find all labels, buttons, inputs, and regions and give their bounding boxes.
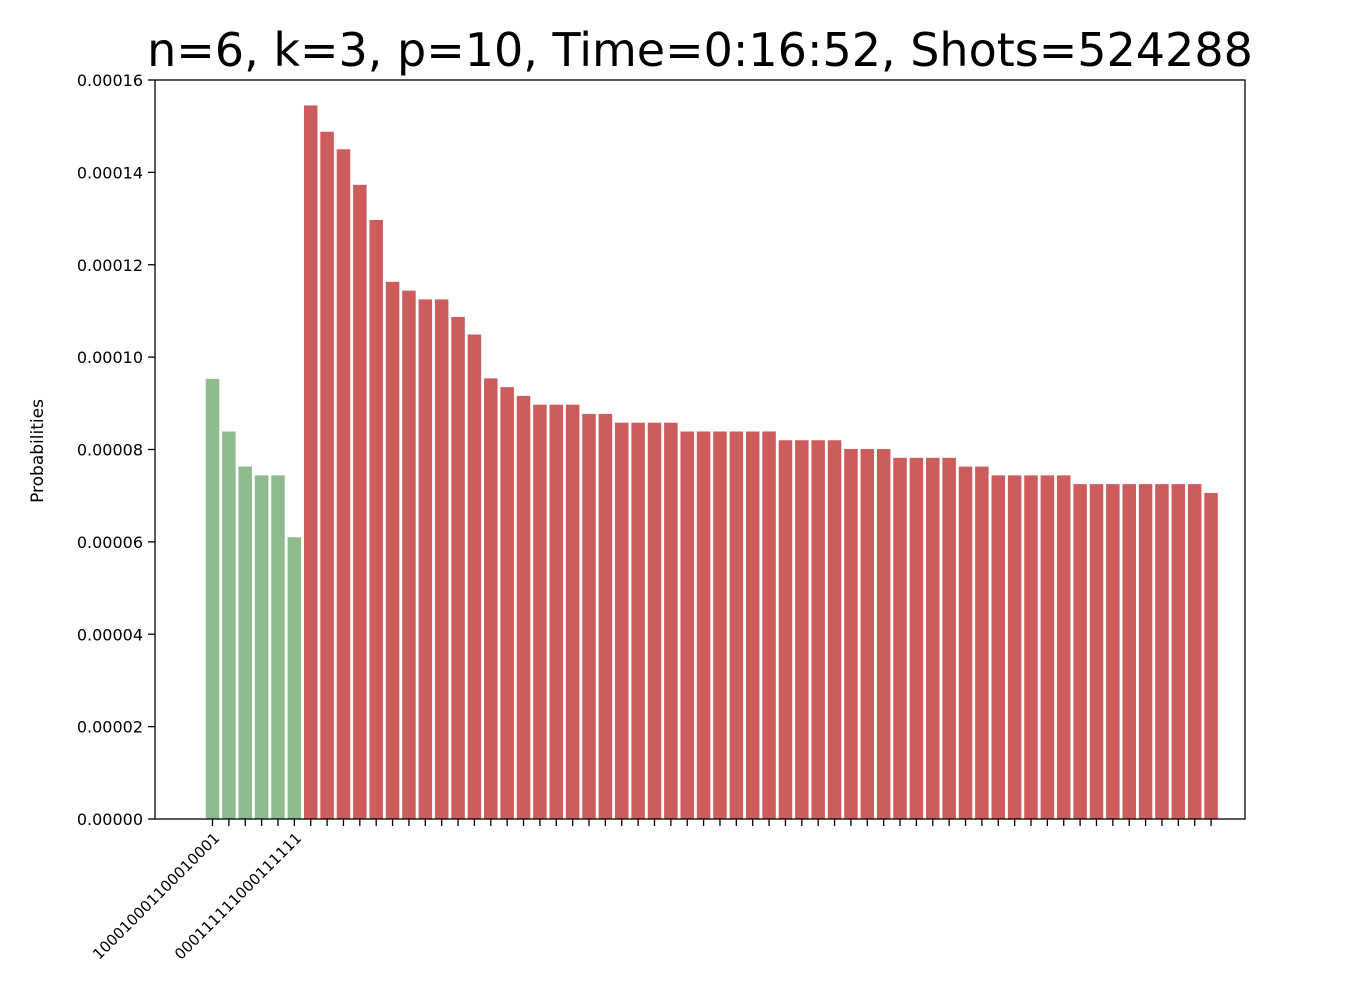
- y-tick-label: 0.00008: [77, 441, 143, 460]
- bar: [1056, 475, 1071, 819]
- bar: [1122, 484, 1136, 819]
- bar: [467, 334, 482, 819]
- bar: [1204, 492, 1218, 819]
- bar: [631, 422, 645, 819]
- bar: [1024, 475, 1038, 819]
- bar: [795, 440, 809, 819]
- bar: [827, 440, 842, 819]
- bar: [696, 431, 711, 819]
- bar: [1155, 484, 1169, 819]
- bar: [500, 387, 514, 819]
- bar: [484, 378, 498, 819]
- bar: [1171, 484, 1186, 819]
- y-tick-label: 0.00002: [77, 718, 143, 737]
- bar: [353, 184, 367, 819]
- bar: [238, 466, 252, 819]
- bar: [271, 475, 285, 819]
- bar: [1040, 475, 1055, 819]
- bar: [336, 149, 351, 819]
- bar: [418, 299, 433, 819]
- bar: [811, 440, 825, 819]
- y-tick-label: 0.00014: [77, 163, 143, 182]
- bar: [926, 457, 940, 819]
- bar: [385, 281, 400, 820]
- bar: [893, 457, 907, 819]
- y-tick-label: 0.00010: [77, 348, 143, 367]
- bar: [565, 404, 580, 819]
- bar: [533, 404, 547, 819]
- bar: [369, 219, 383, 819]
- bar: [942, 457, 956, 819]
- bar: [680, 431, 694, 819]
- bar: [860, 449, 875, 819]
- bar: [598, 413, 613, 819]
- bar: [222, 431, 236, 819]
- y-axis-label: Probabilities: [28, 399, 48, 503]
- bar: [1106, 484, 1120, 819]
- bar: [975, 466, 989, 819]
- bar: [451, 316, 465, 819]
- bar: [549, 404, 564, 819]
- bar: [1073, 484, 1087, 819]
- y-tick-label: 0.00000: [77, 810, 143, 829]
- bar: [778, 440, 793, 819]
- y-tick-label: 0.00016: [77, 71, 143, 90]
- chart-title: n=6, k=3, p=10, Time=0:16:52, Shots=5242…: [147, 23, 1253, 77]
- bar: [762, 431, 776, 819]
- bar: [876, 449, 891, 819]
- bar-series: [205, 105, 1218, 820]
- bar: [958, 466, 973, 819]
- bar: [1138, 484, 1153, 819]
- bar: [516, 395, 531, 819]
- bar: [582, 413, 596, 819]
- bar: [647, 422, 662, 819]
- bar: [320, 131, 334, 820]
- y-tick-label: 0.00012: [77, 256, 143, 275]
- bar: [287, 537, 302, 819]
- bar: [745, 431, 760, 819]
- bar: [1007, 475, 1022, 819]
- bar: [729, 431, 744, 819]
- y-axis: 0.00000 0.00002 0.00004 0.00006 0.00008 0.000…: [77, 71, 155, 829]
- bar: [254, 475, 269, 819]
- bar: [844, 449, 858, 819]
- bar: [615, 422, 629, 819]
- y-tick-label: 0.00006: [77, 533, 143, 552]
- y-tick-label: 0.00004: [77, 625, 143, 644]
- plot-frame: [154, 79, 1246, 820]
- bar: [205, 378, 220, 819]
- bar: [402, 290, 416, 819]
- bar: [713, 431, 727, 819]
- bar: [909, 457, 924, 819]
- bar: [434, 299, 449, 819]
- bar: [303, 105, 318, 819]
- bar: [991, 475, 1006, 819]
- bar: [664, 422, 678, 819]
- bar: [1187, 484, 1202, 819]
- bar: [1089, 484, 1104, 819]
